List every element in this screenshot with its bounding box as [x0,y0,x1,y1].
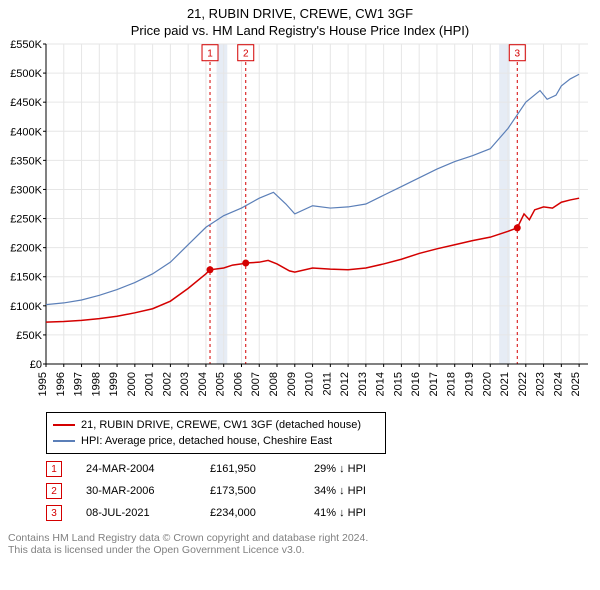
y-axis-label: £200K [10,243,42,255]
footer-attribution: Contains HM Land Registry data © Crown c… [8,532,592,556]
x-axis-label: 2023 [535,372,547,396]
shaded-band [217,44,228,364]
x-axis-label: 2018 [446,372,458,396]
transaction-row: 2 30-MAR-2006 £173,500 34% ↓ HPI [46,480,592,502]
marker-badge-label: 2 [243,49,249,60]
transaction-badge: 2 [46,483,62,499]
x-axis-label: 2020 [481,372,493,396]
y-axis-label: £400K [10,126,42,138]
x-axis-label: 2015 [392,372,404,396]
transaction-row: 1 24-MAR-2004 £161,950 29% ↓ HPI [46,458,592,480]
x-axis-label: 1999 [108,372,120,396]
transaction-badge: 3 [46,505,62,521]
legend-label: HPI: Average price, detached house, Ches… [81,435,332,447]
transaction-price: £234,000 [210,507,290,519]
y-axis-label: £150K [10,272,42,284]
x-axis-label: 2024 [552,372,564,396]
title-address: 21, RUBIN DRIVE, CREWE, CW1 3GF [0,6,600,21]
x-axis-label: 2009 [286,372,298,396]
legend-row: HPI: Average price, detached house, Ches… [53,433,379,449]
x-axis-label: 2025 [570,372,582,396]
x-axis-label: 1997 [73,372,85,396]
x-axis-label: 2000 [126,372,138,396]
x-axis-label: 2011 [321,372,333,396]
transaction-dot [514,224,521,231]
marker-badge-label: 1 [207,49,213,60]
line-chart-svg: 1 2 3 £0 £50K £100K £150K £200K £250K £300K £350K £… [0,38,600,408]
transaction-date: 24-MAR-2004 [86,463,186,475]
marker-badge-label: 3 [514,49,520,60]
x-axis-label: 2014 [375,372,387,396]
footer-line1: Contains HM Land Registry data © Crown c… [8,532,592,544]
transactions-table: 1 24-MAR-2004 £161,950 29% ↓ HPI 2 30-MAR-200… [46,458,592,524]
transaction-badge: 1 [46,461,62,477]
footer-line2: This data is licensed under the Open Gov… [8,544,592,556]
x-axis-label: 2001 [144,372,156,396]
x-axis-label: 2005 [215,372,227,396]
transaction-price: £173,500 [210,485,290,497]
y-axis-label: £350K [10,155,42,167]
x-axis-label: 2016 [410,372,422,396]
transaction-price: £161,950 [210,463,290,475]
x-axis-label: 2008 [268,372,280,396]
y-axis-label: £0 [30,359,42,371]
y-axis-label: £50K [16,330,42,342]
transaction-dot [207,266,214,273]
transaction-date: 30-MAR-2006 [86,485,186,497]
y-axis-label: £250K [10,214,42,226]
x-axis-label: 2002 [161,372,173,396]
transaction-delta: 29% ↓ HPI [314,463,366,475]
y-axis-label: £450K [10,97,42,109]
y-axis-label: £500K [10,68,42,80]
transaction-delta: 34% ↓ HPI [314,485,366,497]
chart-area: 1 2 3 £0 £50K £100K £150K £200K £250K £300K £350K £… [0,38,600,408]
legend-label: 21, RUBIN DRIVE, CREWE, CW1 3GF (detache… [81,419,361,431]
x-axis-label: 2007 [250,372,262,396]
legend-swatch [53,424,75,426]
x-axis-label: 2010 [304,372,316,396]
x-axis-label: 1996 [55,372,67,396]
transaction-delta: 41% ↓ HPI [314,507,366,519]
transaction-date: 08-JUL-2021 [86,507,186,519]
x-axis-label: 2019 [463,372,475,396]
legend-swatch [53,440,75,442]
x-axis-label: 1995 [37,372,49,396]
x-axis-label: 2004 [197,372,209,396]
transaction-row: 3 08-JUL-2021 £234,000 41% ↓ HPI [46,502,592,524]
title-subtitle: Price paid vs. HM Land Registry's House … [0,23,600,38]
legend-row: 21, RUBIN DRIVE, CREWE, CW1 3GF (detache… [53,417,379,433]
x-axis-label: 2006 [232,372,244,396]
x-axis-label: 2017 [428,372,440,396]
x-axis-label: 2003 [179,372,191,396]
x-axis-label: 2021 [499,372,511,396]
x-axis-label: 2012 [339,372,351,396]
y-axis-label: £300K [10,184,42,196]
x-axis-label: 2013 [357,372,369,396]
y-axis-label: £100K [10,301,42,313]
x-axis-label: 1998 [90,372,102,396]
x-axis-label: 2022 [517,372,529,396]
transaction-dot [242,260,249,267]
chart-titles: 21, RUBIN DRIVE, CREWE, CW1 3GF Price pa… [0,0,600,38]
legend: 21, RUBIN DRIVE, CREWE, CW1 3GF (detache… [46,412,386,454]
y-axis-label: £550K [10,39,42,51]
